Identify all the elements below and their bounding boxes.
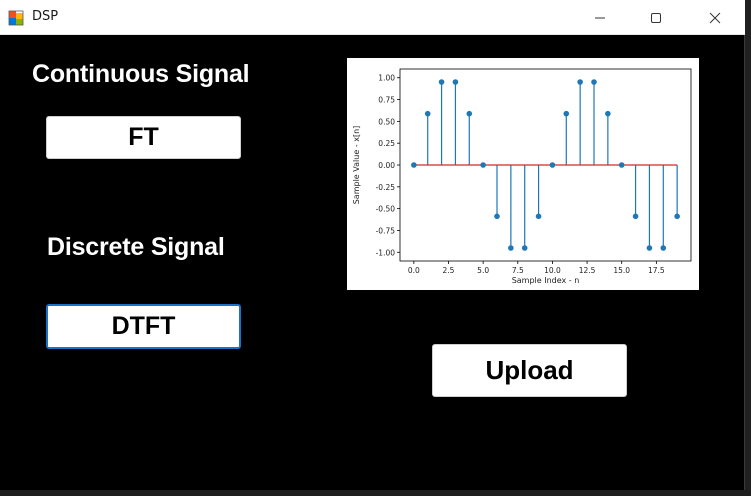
y-tick-label: 0.25 <box>378 139 395 148</box>
y-tick-label: 0.00 <box>378 161 395 170</box>
data-point <box>508 245 514 251</box>
stem-chart: 1.00 0.75 0.50 0.25 0.00 -0.25 -0.50 -0.75 -1.00… <box>352 68 692 285</box>
x-tick-label: 5.0 <box>477 266 489 275</box>
close-icon <box>709 12 721 23</box>
signal-plot: 1.00 0.75 0.50 0.25 0.00 -0.25 -0.50 -0.75 -1.00… <box>347 58 699 290</box>
y-tick-label: -1.00 <box>376 248 396 257</box>
upload-button[interactable]: Upload <box>432 344 627 397</box>
data-point <box>591 79 597 85</box>
data-point <box>494 213 500 220</box>
data-point <box>563 110 570 117</box>
x-axis-label: Sample Index - n <box>512 276 580 285</box>
data-point <box>480 162 486 168</box>
data-point <box>660 245 667 251</box>
dtft-button[interactable]: DTFT <box>46 304 241 349</box>
data-point <box>452 79 459 85</box>
data-point <box>605 110 611 117</box>
close-button[interactable] <box>692 0 738 35</box>
minimize-button[interactable] <box>577 0 623 35</box>
data-point <box>424 110 431 117</box>
x-tick-label: 10.0 <box>544 266 561 275</box>
y-tick-label: 1.00 <box>378 74 395 83</box>
window-title: DSP <box>32 9 59 24</box>
data-point <box>618 162 625 168</box>
data-point <box>577 79 583 85</box>
x-tick-label: 15.0 <box>613 266 630 275</box>
y-tick-label: -0.75 <box>376 226 396 235</box>
data-point <box>549 162 556 168</box>
data-point <box>438 79 445 85</box>
y-tick-label: 0.75 <box>378 96 395 105</box>
data-point <box>674 213 680 220</box>
title-bar[interactable]: DSP <box>0 0 745 35</box>
maximize-button[interactable] <box>633 0 679 35</box>
data-point <box>521 245 528 251</box>
data-point <box>632 213 639 220</box>
maximize-icon <box>651 12 661 23</box>
y-tick-label: -0.50 <box>376 205 396 214</box>
y-axis-label: Sample Value - x[n] <box>352 126 361 205</box>
x-tick-label: 0.0 <box>408 266 420 275</box>
winforms-app-icon <box>8 10 24 26</box>
x-tick-label: 7.5 <box>512 266 524 275</box>
x-tick-label: 17.5 <box>648 266 665 275</box>
y-tick-label: 0.50 <box>378 117 395 126</box>
x-tick-label: 2.5 <box>443 266 455 275</box>
data-point <box>535 213 542 220</box>
background-strip <box>0 490 751 496</box>
data-point <box>646 245 653 251</box>
ft-button[interactable]: FT <box>46 116 241 159</box>
data-point <box>466 110 473 117</box>
x-tick-label: 12.5 <box>579 266 596 275</box>
continuous-signal-label: Continuous Signal <box>32 60 250 88</box>
data-point <box>411 162 417 168</box>
minimize-icon <box>595 17 605 18</box>
discrete-signal-label: Discrete Signal <box>47 233 225 261</box>
y-tick-label: -0.25 <box>376 183 396 192</box>
